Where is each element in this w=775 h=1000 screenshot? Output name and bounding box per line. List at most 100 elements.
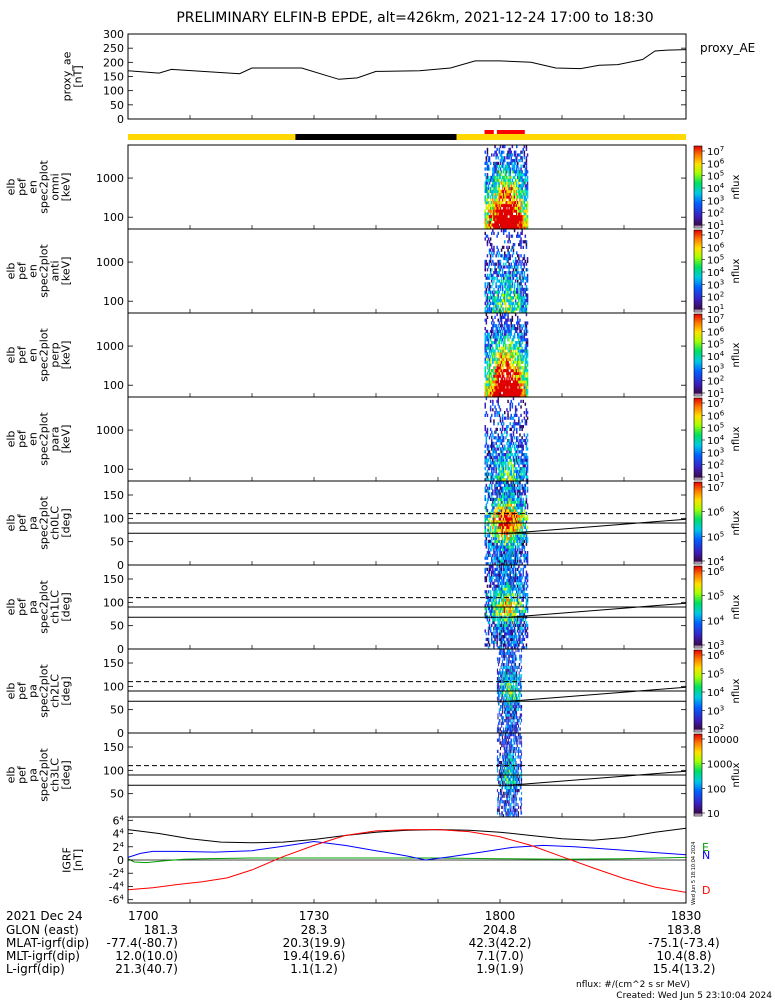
- heatmap-cell: [526, 355, 529, 359]
- heatmap-cell: [508, 483, 510, 487]
- heatmap-cell: [501, 525, 504, 529]
- heatmap-cell: [495, 472, 497, 476]
- heatmap-cell: [502, 537, 505, 541]
- heatmap-cell: [498, 528, 501, 532]
- heatmap-cell: [498, 184, 501, 188]
- heatmap-cell: [509, 495, 511, 499]
- heatmap-cell: [514, 215, 517, 219]
- heatmap-cell: [519, 562, 521, 566]
- heatmap-cell: [525, 604, 528, 608]
- heatmap-cell: [500, 713, 502, 717]
- heatmap-cell: [496, 234, 498, 238]
- heatmap-cell: [489, 562, 492, 566]
- heatmap-cell: [486, 500, 489, 504]
- heatmap-cell: [507, 181, 509, 185]
- heatmap-cell: [495, 254, 497, 258]
- heatmap-cell: [498, 299, 501, 303]
- heatmap-cell: [504, 187, 506, 191]
- colorbar-tick-label-exp: 1: [720, 471, 724, 479]
- y-axis-label: pef: [16, 345, 29, 364]
- heatmap-cell: [523, 461, 526, 465]
- heatmap-cell: [501, 461, 504, 465]
- heatmap-cell: [510, 234, 512, 238]
- heatmap-cell: [487, 156, 490, 160]
- heatmap-cell: [512, 640, 515, 644]
- heatmap-cell: [525, 601, 528, 605]
- heatmap-cell: [506, 565, 508, 569]
- heatmap-cell: [512, 621, 515, 625]
- heatmap-cell: [509, 408, 511, 412]
- heatmap-cell: [508, 178, 510, 182]
- heatmap-cell: [511, 357, 514, 361]
- y-tick-label: 0: [117, 643, 124, 656]
- heatmap-cell: [525, 145, 528, 149]
- heatmap-cell: [513, 357, 516, 361]
- colorbar-tick-label: 107: [707, 313, 724, 326]
- heatmap-cell: [526, 153, 529, 157]
- heatmap-cell: [498, 567, 501, 571]
- heatmap-cell: [504, 290, 506, 294]
- heatmap-cell: [488, 335, 491, 339]
- heatmap-cell: [500, 469, 503, 473]
- heatmap-cell: [514, 422, 517, 426]
- heatmap-cell: [526, 478, 529, 482]
- heatmap-cell: [507, 310, 509, 314]
- heatmap-cell: [521, 349, 523, 353]
- heatmap-cell: [523, 612, 526, 616]
- heatmap-cell: [487, 175, 490, 179]
- heatmap-cell: [499, 408, 502, 412]
- heatmap-cell: [484, 352, 486, 356]
- heatmap-cell: [498, 343, 501, 347]
- heatmap-cell: [509, 290, 511, 294]
- heatmap-cell: [486, 514, 489, 518]
- heatmap-cell: [523, 273, 526, 277]
- heatmap-cell: [496, 688, 498, 692]
- heatmap-cell: [487, 520, 490, 524]
- heatmap-cell: [499, 548, 502, 552]
- heatmap-cell: [497, 178, 499, 182]
- heatmap-cell: [512, 259, 515, 263]
- heatmap-cell: [501, 696, 503, 700]
- heatmap-cell: [522, 539, 524, 543]
- heatmap-cell: [519, 576, 521, 580]
- heatmap-cell: [506, 618, 508, 622]
- heatmap-cell: [520, 282, 522, 286]
- heatmap-cell: [507, 444, 509, 448]
- heatmap-cell: [494, 430, 496, 434]
- heatmap-cell: [506, 551, 508, 555]
- heatmap-cell: [494, 262, 496, 266]
- heatmap-cell: [519, 450, 521, 454]
- heatmap-cell: [514, 587, 517, 591]
- heatmap-cell: [506, 495, 508, 499]
- y-axis-label: pef: [16, 261, 29, 280]
- heatmap-cell: [499, 450, 502, 454]
- heatmap-cell: [523, 201, 526, 205]
- heatmap-cell: [514, 455, 517, 459]
- heatmap-cell: [504, 329, 506, 333]
- heatmap-cell: [520, 237, 522, 241]
- heatmap-cell: [507, 391, 509, 395]
- heatmap-cell: [507, 220, 509, 224]
- heatmap-cell: [493, 223, 495, 227]
- heatmap-cell: [498, 626, 501, 630]
- heatmap-cell: [496, 576, 498, 580]
- heatmap-cell: [496, 377, 498, 381]
- heatmap-cell: [495, 427, 497, 431]
- heatmap-cell: [500, 215, 503, 219]
- heatmap-cell: [496, 217, 498, 221]
- heatmap-cell: [501, 433, 504, 437]
- heatmap-cell: [511, 405, 514, 409]
- heatmap-cell: [492, 503, 494, 507]
- heatmap-cell: [496, 685, 498, 689]
- heatmap-cell: [508, 285, 510, 289]
- heatmap-cell: [491, 453, 493, 457]
- heatmap-cell: [507, 251, 509, 255]
- heatmap-cell: [513, 539, 516, 543]
- heatmap-cell: [517, 391, 519, 395]
- heatmap-cell: [500, 623, 503, 627]
- heatmap-cell: [509, 226, 511, 230]
- heatmap-cell: [493, 262, 495, 266]
- heatmap-cell: [488, 217, 491, 221]
- heatmap-cell: [493, 296, 495, 300]
- heatmap-cell: [513, 601, 516, 605]
